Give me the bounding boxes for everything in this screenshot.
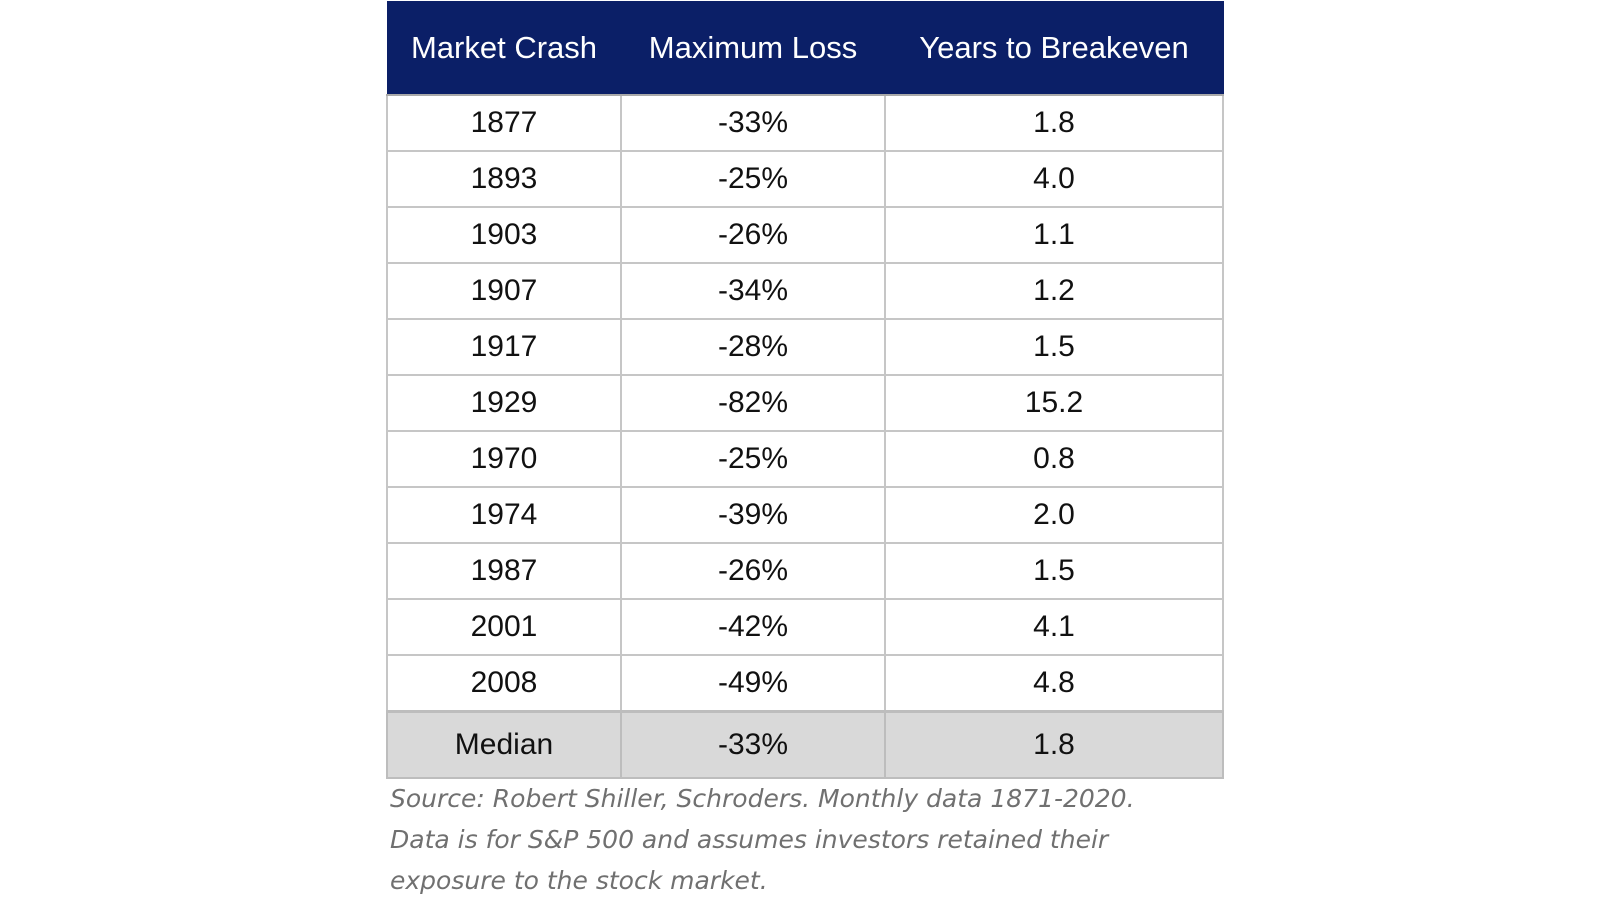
cell-maximum-loss: -28% <box>620 318 886 376</box>
market-crash-table: Market Crash Maximum Loss Years to Break… <box>386 1 1224 779</box>
source-note: Source: Robert Shiller, Schroders. Month… <box>390 778 1210 901</box>
cell-market-crash-year: 1903 <box>386 206 622 264</box>
cell-market-crash-year: 1974 <box>386 486 622 544</box>
table-row: 1974 -39% 2.0 <box>386 486 1224 544</box>
cell-maximum-loss: -39% <box>620 486 886 544</box>
table-row: 2001 -42% 4.1 <box>386 598 1224 656</box>
cell-maximum-loss: -25% <box>620 150 886 208</box>
cell-years-to-breakeven: 1.1 <box>884 206 1224 264</box>
cell-market-crash-year: 1917 <box>386 318 622 376</box>
table-header: Market Crash Maximum Loss Years to Break… <box>386 1 1224 96</box>
column-header-years-to-breakeven: Years to Breakeven <box>884 1 1224 96</box>
cell-years-to-breakeven: 4.0 <box>884 150 1224 208</box>
cell-market-crash-year: 2001 <box>386 598 622 656</box>
table-row: 1877 -33% 1.8 <box>386 94 1224 152</box>
column-header-maximum-loss: Maximum Loss <box>620 1 886 96</box>
cell-maximum-loss: -26% <box>620 206 886 264</box>
cell-market-crash-year: 2008 <box>386 654 622 713</box>
cell-maximum-loss: -25% <box>620 430 886 488</box>
cell-market-crash-year: 1893 <box>386 150 622 208</box>
cell-market-crash-year: 1970 <box>386 430 622 488</box>
cell-maximum-loss: -26% <box>620 542 886 600</box>
cell-years-to-breakeven: 4.8 <box>884 654 1224 713</box>
cell-market-crash-year: 1877 <box>386 94 622 152</box>
cell-years-to-breakeven: 1.8 <box>884 94 1224 152</box>
median-row: Median -33% 1.8 <box>386 710 1224 779</box>
cell-years-to-breakeven: 2.0 <box>884 486 1224 544</box>
source-note-line: Source: Robert Shiller, Schroders. Month… <box>390 784 1135 813</box>
crash-table-container: Market Crash Maximum Loss Years to Break… <box>386 1 1224 779</box>
cell-years-to-breakeven: 1.5 <box>884 542 1224 600</box>
cell-maximum-loss: -34% <box>620 262 886 320</box>
table-row: 1903 -26% 1.1 <box>386 206 1224 264</box>
table-row: 1893 -25% 4.0 <box>386 150 1224 208</box>
cell-market-crash-year: 1987 <box>386 542 622 600</box>
cell-years-to-breakeven: 1.5 <box>884 318 1224 376</box>
table-row: 1970 -25% 0.8 <box>386 430 1224 488</box>
cell-years-to-breakeven: 0.8 <box>884 430 1224 488</box>
cell-market-crash-year: 1907 <box>386 262 622 320</box>
table-row: 1987 -26% 1.5 <box>386 542 1224 600</box>
table-row: 1917 -28% 1.5 <box>386 318 1224 376</box>
table-row: 1929 -82% 15.2 <box>386 374 1224 432</box>
table-row: 2008 -49% 4.8 <box>386 654 1224 713</box>
table-row: 1907 -34% 1.2 <box>386 262 1224 320</box>
source-note-line: exposure to the stock market. <box>390 866 768 895</box>
cell-maximum-loss: -33% <box>620 94 886 152</box>
cell-maximum-loss: -42% <box>620 598 886 656</box>
median-maximum-loss: -33% <box>620 710 886 779</box>
cell-maximum-loss: -82% <box>620 374 886 432</box>
cell-years-to-breakeven: 4.1 <box>884 598 1224 656</box>
cell-market-crash-year: 1929 <box>386 374 622 432</box>
cell-years-to-breakeven: 1.2 <box>884 262 1224 320</box>
cell-maximum-loss: -49% <box>620 654 886 713</box>
median-years-to-breakeven: 1.8 <box>884 710 1224 779</box>
source-note-line: Data is for S&P 500 and assumes investor… <box>390 825 1109 854</box>
header-row: Market Crash Maximum Loss Years to Break… <box>386 1 1224 96</box>
column-header-market-crash: Market Crash <box>386 1 622 96</box>
median-label: Median <box>386 710 622 779</box>
cell-years-to-breakeven: 15.2 <box>884 374 1224 432</box>
table-body: 1877 -33% 1.8 1893 -25% 4.0 1903 -26% 1.1 1907 -34… <box>386 94 1224 779</box>
